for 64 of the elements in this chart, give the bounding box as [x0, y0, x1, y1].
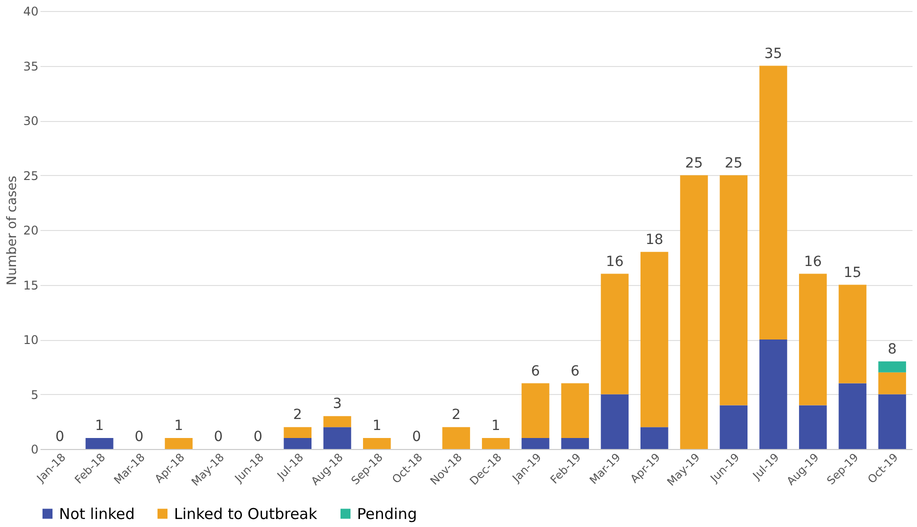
bar [720, 175, 748, 406]
bar [522, 438, 550, 449]
bar [323, 427, 352, 449]
y-tick-label: 10 [23, 333, 38, 347]
total-label: 35 [764, 46, 782, 62]
legend-label: Not linked [59, 504, 135, 523]
bar [878, 372, 906, 394]
bar [600, 394, 629, 449]
total-label: 0 [134, 429, 144, 445]
total-label: 0 [214, 429, 223, 445]
total-label: 0 [254, 429, 262, 445]
bar [878, 361, 906, 372]
bar [799, 405, 827, 449]
total-label: 0 [412, 429, 422, 445]
total-label: 16 [804, 254, 822, 270]
bar [720, 405, 748, 449]
total-label: 8 [888, 341, 897, 358]
total-label: 3 [332, 396, 342, 412]
bar [284, 427, 312, 438]
legend-label: Pending [357, 504, 417, 523]
y-tick-label: 15 [23, 278, 38, 292]
total-label: 2 [452, 407, 461, 424]
bar [86, 438, 114, 449]
y-tick-label: 5 [30, 388, 38, 402]
legend-label: Linked to Outbreak [174, 504, 318, 523]
bar [522, 383, 550, 438]
bar [600, 274, 629, 394]
bar [561, 383, 589, 438]
total-label: 2 [293, 407, 302, 424]
bar [759, 66, 788, 340]
total-label: 1 [174, 418, 184, 434]
total-label: 25 [685, 155, 703, 172]
bar [640, 427, 668, 449]
total-label: 1 [94, 418, 104, 434]
y-tick-label: 40 [23, 4, 38, 18]
bar [442, 427, 470, 449]
total-label: 1 [372, 418, 382, 434]
total-label: 25 [724, 155, 743, 172]
bar [878, 394, 906, 449]
total-label: 0 [55, 429, 64, 445]
y-axis-title: Number of cases [5, 175, 20, 286]
bar [838, 383, 866, 449]
total-label: 6 [570, 363, 580, 380]
bar [284, 438, 312, 449]
total-label: 15 [844, 264, 862, 281]
y-tick-label: 25 [23, 168, 38, 183]
bar [363, 438, 391, 449]
bar [323, 416, 352, 428]
bar [680, 175, 708, 449]
total-label: 16 [606, 254, 624, 270]
total-label: 1 [491, 418, 500, 434]
total-label: 18 [645, 232, 664, 248]
y-tick-label: 35 [23, 59, 38, 74]
y-tick-label: 0 [30, 442, 38, 456]
bar [799, 274, 827, 406]
bar [482, 438, 510, 449]
total-label: 6 [530, 363, 540, 380]
bar [164, 438, 193, 449]
bar [759, 340, 788, 449]
y-tick-label: 20 [23, 224, 38, 238]
bar [561, 438, 589, 449]
y-tick-label: 30 [23, 114, 38, 128]
bar [838, 284, 866, 384]
bar [640, 252, 668, 428]
